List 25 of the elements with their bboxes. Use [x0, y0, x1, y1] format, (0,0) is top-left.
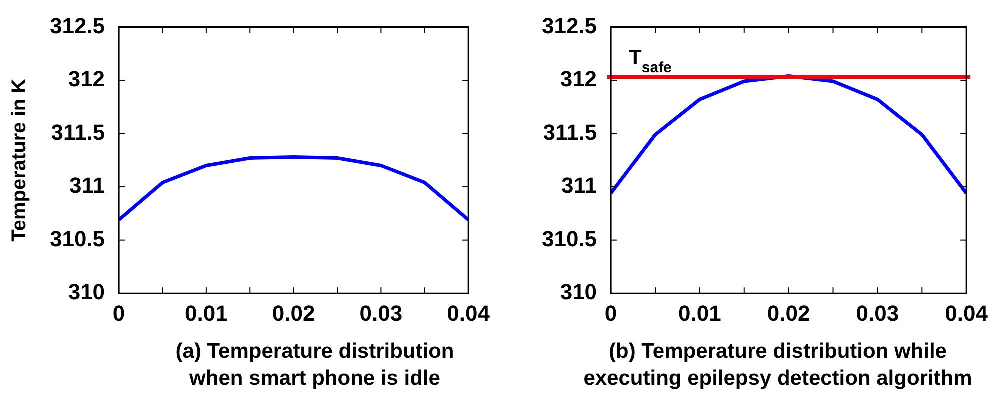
x-axis-title: (a) Temperature distribution when smart phone is idle — [174, 339, 456, 392]
y-tick-label: 311.5 — [51, 120, 106, 145]
y-tick-label: 310.5 — [542, 226, 598, 252]
x-tick-label: 0 — [604, 300, 618, 326]
y-tick-label: 312.5 — [50, 13, 106, 38]
x-axis-title: (b) Temperature distribution while executing epilepsy detection algorithm — [582, 339, 974, 392]
y-axis-title: Temperature in K — [8, 78, 31, 242]
y-tick-label: 311 — [70, 173, 106, 198]
x-tick-label: 0.04 — [447, 300, 491, 326]
x-tick-label: 0.03 — [856, 300, 900, 326]
x-tick-label: 0.01 — [678, 300, 722, 326]
y-tick-label: 310 — [68, 280, 106, 305]
x-tick-label: 0.02 — [272, 300, 316, 326]
x-tick-label: 0.03 — [360, 300, 403, 326]
y-tick-label: 311 — [562, 173, 598, 198]
y-tick-label: 310 — [560, 280, 598, 305]
x-tick-label: 0.04 — [945, 300, 989, 326]
y-tick-label: 312.5 — [542, 13, 598, 38]
y-tick-label: 312 — [560, 66, 598, 92]
y-tick-label: 312 — [68, 66, 106, 92]
x-tick-label: 0.01 — [185, 300, 228, 326]
y-tick-label: 311.5 — [543, 120, 598, 145]
y-tick-label: 310.5 — [50, 226, 106, 252]
x-tick-label: 0.02 — [767, 300, 810, 326]
x-tick-label: 0 — [112, 300, 126, 326]
